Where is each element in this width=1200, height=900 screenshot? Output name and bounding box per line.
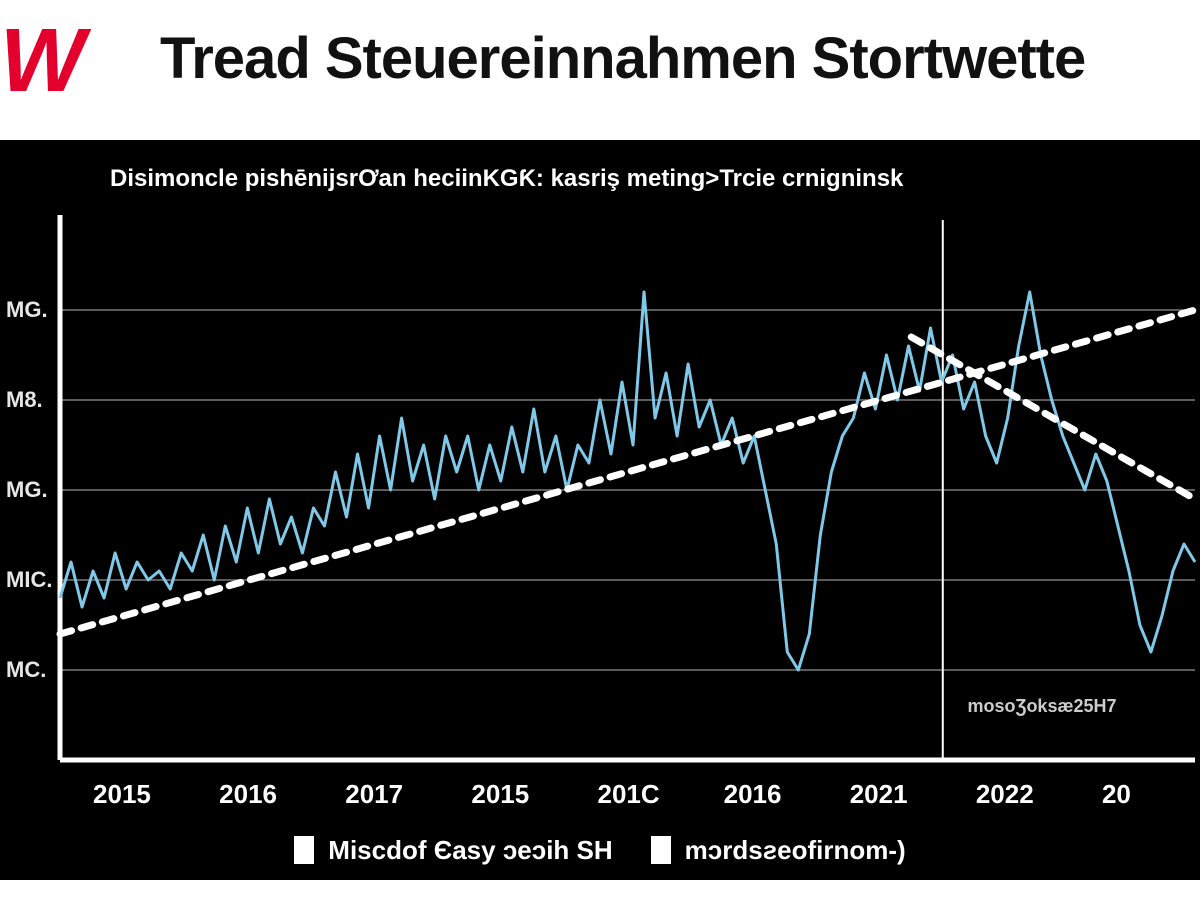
chart-area: Disimoncle pishēnijsrƠan heciinKGƘ: kasr… — [0, 140, 1200, 820]
legend-label-1: Miscdof Єasy ɔeɔih SH — [328, 835, 612, 866]
legend-swatch-2 — [651, 836, 671, 864]
x-tick-label: 2021 — [850, 779, 908, 810]
x-tick-label: 2015 — [93, 779, 151, 810]
page-title: Tread Steuereinnahmen Stortwette — [160, 25, 1085, 92]
x-tick-label: 20 — [1102, 779, 1131, 810]
x-tick-label: 2016 — [724, 779, 782, 810]
legend: Miscdof Єasy ɔeɔih SH mɔrdsƨeofirnom-) — [0, 820, 1200, 880]
legend-label-2: mɔrdsƨeofirnom-) — [685, 835, 906, 866]
logo: W — [0, 10, 79, 113]
x-tick-label: 2022 — [976, 779, 1034, 810]
legend-inner: Miscdof Єasy ɔeɔih SH mɔrdsƨeofirnom-) — [294, 820, 905, 880]
card: W Tread Steuereinnahmen Stortwette Disim… — [0, 0, 1200, 900]
y-tick-label: MC. — [6, 657, 46, 683]
legend-swatch-1 — [294, 836, 314, 864]
x-tick-label: 2017 — [345, 779, 403, 810]
page-root: W Tread Steuereinnahmen Stortwette Disim… — [0, 0, 1200, 900]
y-tick-label: MG. — [6, 477, 48, 503]
x-tick-label: 2016 — [219, 779, 277, 810]
y-tick-label: MG. — [6, 297, 48, 323]
chart-svg — [0, 140, 1200, 820]
y-tick-label: MIC. — [6, 567, 52, 593]
y-tick-label: M8. — [6, 387, 43, 413]
chart-annotation: mosoƷoksæ25H7 — [967, 696, 1116, 717]
x-tick-label: 2015 — [471, 779, 529, 810]
header: W Tread Steuereinnahmen Stortwette — [0, 0, 1200, 140]
x-tick-label: 201C — [598, 779, 660, 810]
